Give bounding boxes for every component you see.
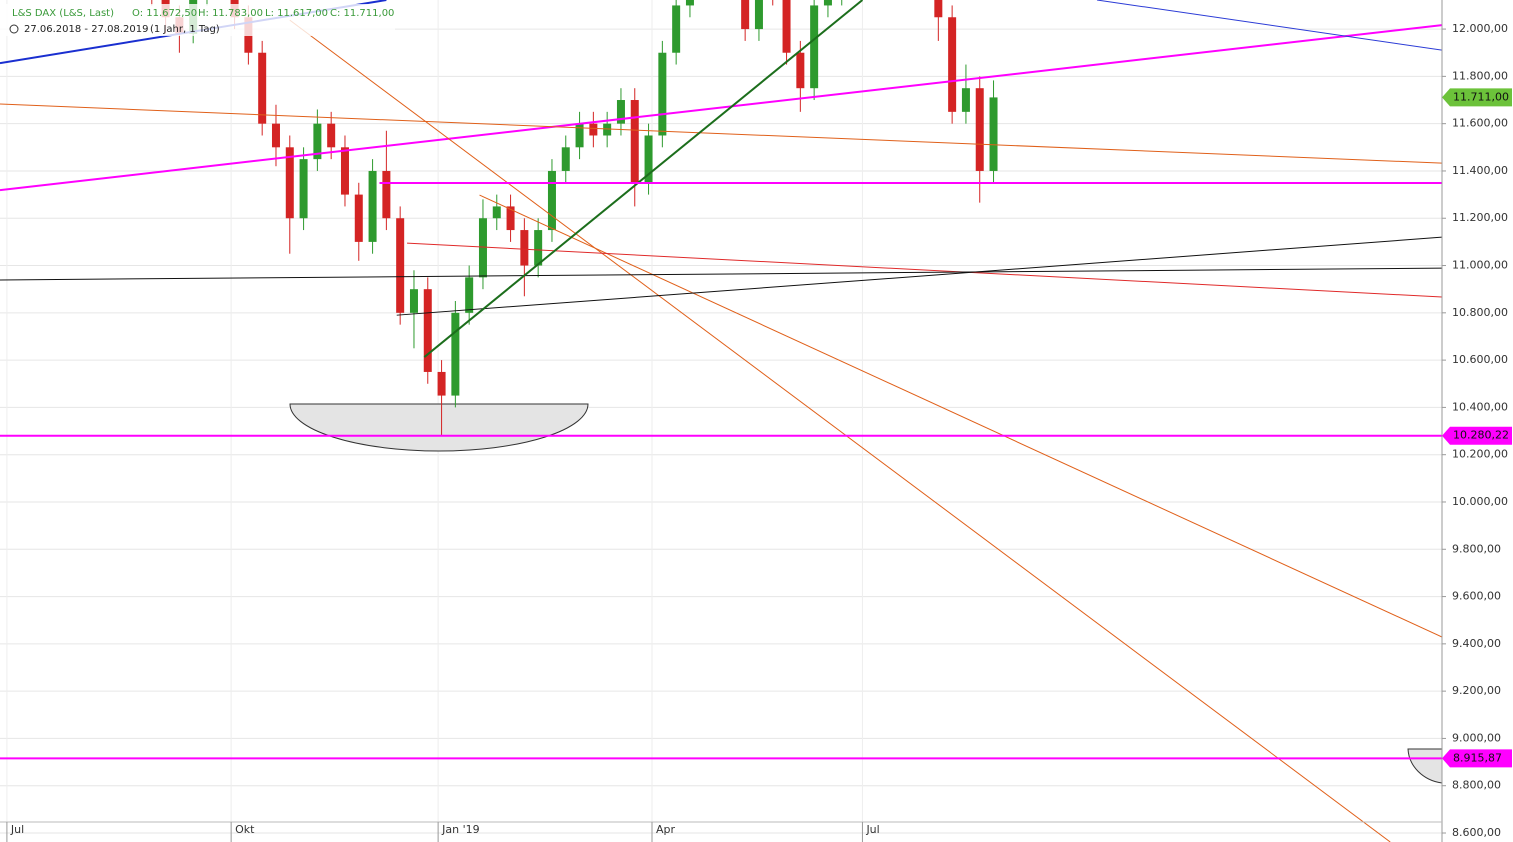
trend-line [423,0,864,358]
candle-body [285,147,294,219]
candle-body [741,0,750,30]
candle-body [616,100,625,124]
candle-body [603,123,612,136]
price-tag-label: 10.280,22 [1453,429,1509,442]
price-tag [1442,426,1512,445]
candle-body [630,100,639,183]
candle-body [340,147,349,195]
x-tick-label: Jul [10,823,24,836]
trend-line [0,267,1442,281]
candle-body [354,194,363,242]
candle-body [299,159,308,219]
y-tick-label: 11.200,00 [1452,211,1508,224]
y-tick-label: 8.800,00 [1452,779,1501,792]
candle-body [478,218,487,278]
period: (1 Jahr, 1 Tag) [150,24,220,35]
candle-body [437,371,446,396]
header-bg [0,4,395,36]
rounding-bottom [289,403,589,452]
candle-body [796,52,805,89]
y-tick-label: 10.600,00 [1452,353,1508,366]
candle-body [561,147,570,171]
candle-body [396,218,405,313]
y-tick-label: 10.000,00 [1452,495,1508,508]
y-tick-label: 9.200,00 [1452,684,1501,697]
y-tick-label: 9.000,00 [1452,731,1501,744]
y-tick-label: 11.600,00 [1452,117,1508,130]
candle-body [934,0,943,18]
y-tick-label: 11.000,00 [1452,259,1508,272]
plot-area [0,0,1442,842]
y-tick-label: 10.200,00 [1452,448,1508,461]
candle-body [589,123,598,136]
candle-body [451,312,460,396]
price-tag [1442,88,1512,107]
instrument: L&S DAX (L&S, Last) [12,8,114,19]
candle-body [948,17,957,112]
y-tick-label: 9.400,00 [1452,637,1501,650]
candle-body [258,52,267,124]
trend-line [1096,0,1442,51]
y-tick-label: 9.600,00 [1452,590,1501,603]
x-tick-label: Jan '19 [441,823,479,836]
trend-line [0,24,1442,192]
candle-body [368,170,377,242]
open: O: 11.672,50 [132,8,197,19]
candle-body [382,170,391,219]
candle-body [547,170,556,231]
candle-body [989,97,998,171]
candle-body [520,230,529,266]
trend-line [479,194,1442,638]
candle-body [313,123,322,160]
header: L&S DAX (L&S, Last) O: 11.672,50 H: 11.7… [0,4,395,36]
candle-body [575,123,584,148]
candle-body [658,52,667,136]
y-tick-label: 10.800,00 [1452,306,1508,319]
candle-body [492,206,501,219]
x-tick-label: Jul [865,823,879,836]
trend-line [407,242,1442,298]
candle-body [975,88,984,171]
price-tag [1442,749,1512,768]
y-tick-label: 8.600,00 [1452,826,1501,839]
clock-icon [9,24,19,34]
candle-body [672,5,681,53]
trend-line [0,103,1442,164]
candle-body [961,88,970,112]
low: L: 11.617,00 [265,8,328,19]
y-tick-label: 9.800,00 [1452,542,1501,555]
y-tick-label: 10.400,00 [1452,400,1508,413]
date-range: 27.06.2018 - 27.08.2019 [24,24,148,35]
candle-body [423,289,432,372]
candle-body [810,5,819,89]
candle-body [506,206,515,231]
candle-body [327,123,336,148]
candle-body [823,0,832,6]
x-tick-label: Okt [235,823,255,836]
candle-body [644,135,653,183]
candle-body [465,277,474,313]
candle-body [271,123,280,148]
close: C: 11.711,00 [330,8,394,19]
y-tick-label: 11.400,00 [1452,164,1508,177]
candle-body [534,230,543,266]
grid [0,0,1442,834]
y-tick-label: 11.800,00 [1452,69,1508,82]
price-tag-label: 11.711,00 [1453,90,1509,103]
trend-line [289,19,1391,842]
y-tick-label: 12.000,00 [1452,22,1508,35]
candle-body [409,289,418,313]
x-tick-label: Apr [656,823,676,836]
candle-body [782,0,791,53]
candle-body [754,0,763,30]
price-tag-label: 8.915,87 [1453,751,1502,764]
candle-body [685,0,694,6]
axes: 8.600,00 8.800,00 9.000,00 9.200,00 9.400,00… [6,22,1512,842]
high: H: 11.783,00 [198,8,263,19]
trend-line [396,236,1442,316]
